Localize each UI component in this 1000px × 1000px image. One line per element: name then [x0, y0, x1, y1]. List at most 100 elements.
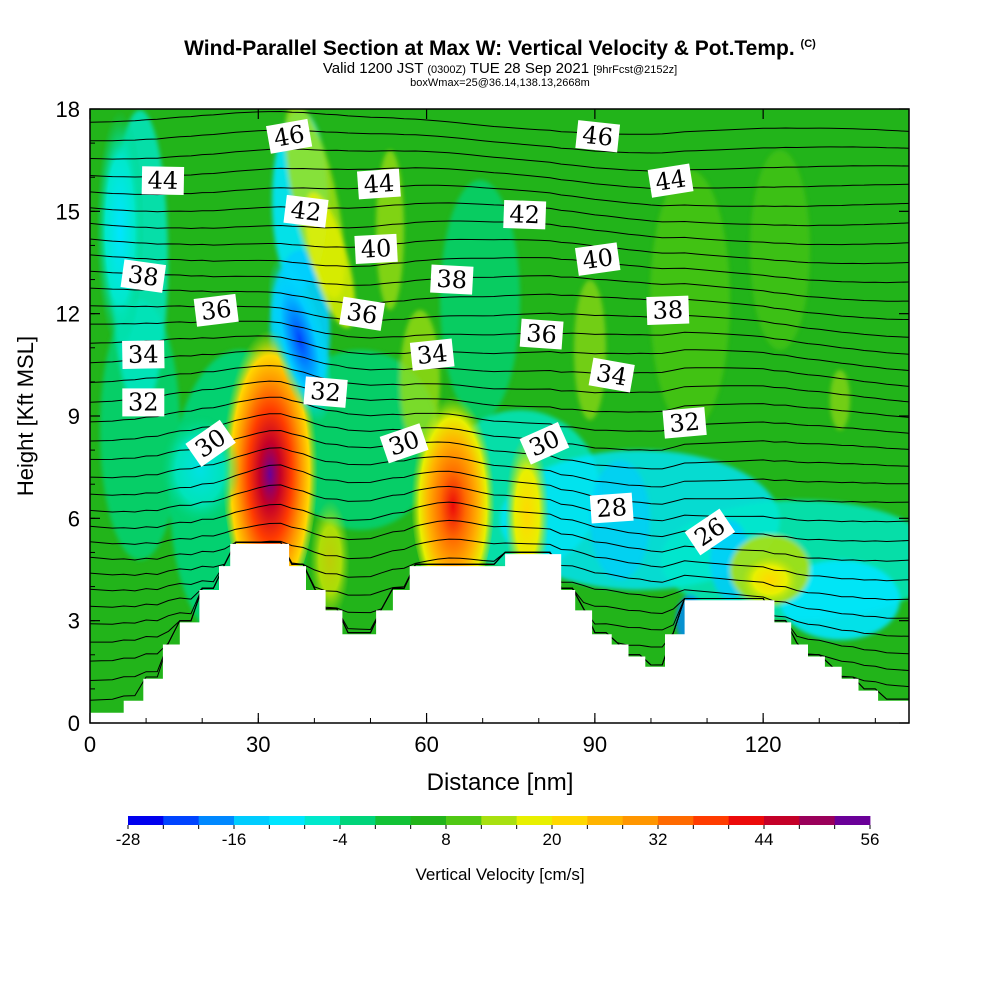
y-tick-label: 15 [56, 199, 80, 224]
colorbar-swatch [693, 816, 730, 825]
contour-label-box [519, 318, 564, 350]
colorbar-swatch [658, 816, 694, 825]
contour-label-box [303, 376, 348, 408]
colorbar-swatch [198, 816, 235, 825]
theta-contour-line [90, 184, 909, 207]
vertical-velocity-field: 46 46 44 44 44 42 42 40 40 38 38 38 36 36 36 34 34 34 32 32… [90, 109, 909, 723]
colorbar-swatch [163, 816, 200, 825]
x-tick-label: 60 [414, 732, 438, 757]
colorbar-tick-label: 56 [861, 830, 880, 849]
contour-label: 36 [519, 318, 564, 350]
contour-label: 44 [647, 163, 694, 198]
contour-label: 38 [120, 259, 167, 293]
contour-label-text: 34 [128, 340, 159, 369]
contour-label-box [647, 163, 694, 198]
contour-label-text: 42 [509, 200, 541, 229]
contour-label-text: 32 [128, 388, 159, 416]
x-tick-label: 90 [583, 732, 607, 757]
colorbar-swatch [481, 816, 518, 825]
contour-label: 38 [430, 264, 474, 295]
colorbar-swatch [375, 816, 412, 825]
contour-label-text: 38 [126, 260, 160, 292]
contour-label: 44 [356, 168, 401, 200]
terrain-mask [90, 543, 909, 723]
theta-contour-line [90, 335, 909, 371]
colorbar-swatch [340, 816, 376, 825]
contour-label: 46 [265, 118, 313, 154]
theta-contour-line [90, 129, 909, 154]
contour-label-box [684, 508, 736, 556]
contour-label: 34 [588, 357, 635, 393]
colorbar-tick-label: -28 [116, 830, 141, 849]
contour-label-box [354, 233, 398, 264]
contour-label-box [122, 340, 165, 369]
contour-label-box [575, 120, 621, 153]
contour-label-text: 34 [416, 339, 449, 370]
colorbar-swatch [304, 816, 341, 825]
y-tick-label: 12 [56, 302, 80, 327]
theta-contour-line [90, 380, 909, 418]
colorbar-swatch [128, 816, 164, 825]
contour-label-text: 38 [436, 265, 468, 295]
contour-label: 40 [354, 233, 398, 264]
contour-label: 40 [574, 242, 621, 276]
colorbar-swatch [834, 816, 871, 825]
theta-contour-line [90, 270, 909, 302]
contour-label-text: 44 [653, 164, 688, 196]
contour-label-box [646, 295, 690, 326]
box-info: boxWmax=25@36.14,138.13,2668m [410, 77, 590, 89]
theta-contour-line [90, 365, 909, 403]
contour-label: 36 [339, 296, 386, 331]
contour-label: 36 [193, 293, 239, 327]
colorbar-tick-label: 44 [755, 830, 774, 849]
chart-subtitle: Valid 1200 JST (0300Z) TUE 28 Sep 2021 [… [322, 60, 678, 77]
contour-label-box [265, 118, 313, 154]
contour-label-box [574, 242, 621, 276]
colorbar-swatch [410, 816, 447, 825]
theta-contour-line [90, 238, 909, 265]
theta-contour-line [90, 413, 909, 451]
contour-label-text: 38 [652, 296, 684, 325]
theta-contour-line [90, 396, 909, 434]
colorbar-tick-label: -4 [332, 830, 347, 849]
contour-label-box [503, 199, 547, 230]
contour-label-text: 32 [668, 408, 701, 439]
colorbar-swatch [764, 816, 800, 825]
colorbar-swatch [516, 816, 553, 825]
theta-contour-line [90, 167, 909, 190]
contour-label-text: 36 [525, 319, 557, 349]
contour-label-text: 42 [289, 196, 323, 228]
contour-label-box [379, 423, 429, 464]
contour-label-text: 36 [199, 295, 233, 327]
contour-label-box [519, 421, 570, 465]
y-tick-label: 6 [68, 506, 80, 531]
theta-contour-line [90, 464, 909, 505]
contour-label-text: 46 [272, 120, 307, 153]
contour-label-box [120, 259, 167, 293]
contour-label-box [430, 264, 474, 295]
x-tick-label: 0 [84, 732, 96, 757]
contour-label: 32 [662, 407, 707, 439]
contour-label-text: 40 [360, 234, 392, 264]
chart-title: Wind-Parallel Section at Max W: Vertical… [184, 37, 816, 60]
theta-contour-line [90, 519, 909, 562]
theta-contour-line [90, 447, 909, 488]
colorbar-tick-label: 32 [649, 830, 668, 849]
contour-label: 34 [409, 338, 455, 371]
contour-label-text: 36 [345, 297, 380, 329]
contour-label: 34 [122, 340, 165, 369]
theta-contour-line [90, 484, 909, 523]
contour-label-text: 34 [594, 359, 629, 392]
contour-label-box [339, 296, 386, 331]
contour-label-box [409, 338, 455, 371]
contour-label: 38 [646, 295, 690, 326]
contour-label: 28 [589, 492, 634, 524]
y-tick-label: 3 [68, 609, 80, 634]
colorbar-swatch [269, 816, 306, 825]
colorbar-tick-label: 8 [441, 830, 450, 849]
theta-contour-line [90, 110, 909, 135]
theta-contour-line [90, 220, 909, 246]
colorbar-tick-label: 20 [543, 830, 562, 849]
